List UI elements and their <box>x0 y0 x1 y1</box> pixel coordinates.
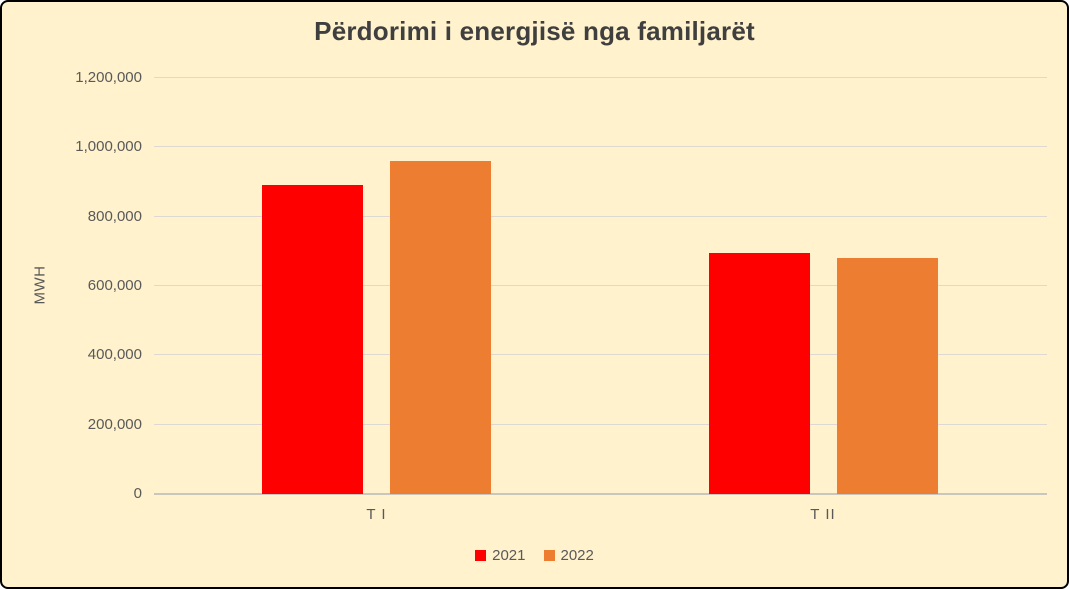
y-tick-label: 0 <box>133 485 142 502</box>
legend-item-2022: 2022 <box>543 547 594 564</box>
bar-2022-t-ii <box>836 257 938 494</box>
legend-item-2021: 2021 <box>475 547 526 564</box>
bar-2022-t-i <box>390 161 491 494</box>
legend-swatch-icon <box>475 550 487 561</box>
legend: 2021 2022 <box>2 547 1067 564</box>
chart-title: Përdorimi i energjisë nga familjarët <box>314 16 755 46</box>
gridline <box>154 215 1047 217</box>
legend-label: 2021 <box>492 547 526 564</box>
y-tick-label: 600,000 <box>87 277 142 294</box>
y-tick-label: 400,000 <box>87 346 142 364</box>
y-tick-label: 1,000,000 <box>75 138 142 156</box>
x-category-label: T II <box>810 506 836 523</box>
bar-2021-t-ii <box>708 252 810 494</box>
bar-2021-t-i <box>262 185 363 494</box>
legend-label: 2022 <box>560 547 594 564</box>
y-tick-label: 800,000 <box>87 207 142 225</box>
x-category-label: T I <box>366 506 387 523</box>
x-axis-line <box>154 493 1047 495</box>
gridline <box>154 423 1047 425</box>
gridline <box>154 77 1047 78</box>
gridline <box>154 354 1047 356</box>
gridline <box>154 146 1047 148</box>
y-tick-label: 1,200,000 <box>75 69 142 86</box>
y-tick-label: 200,000 <box>87 415 142 433</box>
gridline <box>154 285 1047 286</box>
legend-swatch-icon <box>543 550 555 561</box>
